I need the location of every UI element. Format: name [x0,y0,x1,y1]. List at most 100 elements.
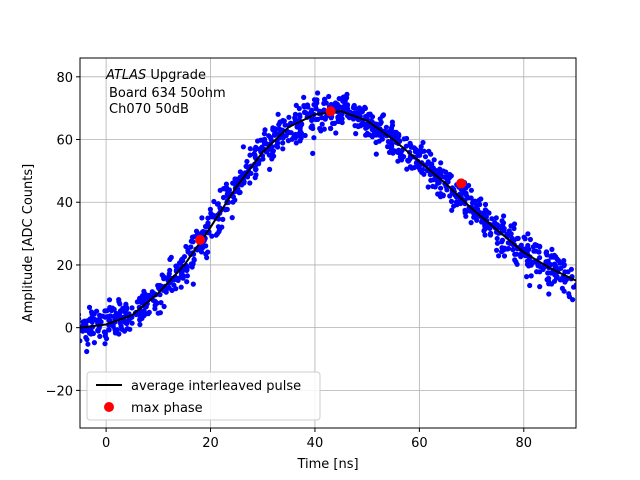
adc-sample-point [561,288,567,294]
adc-sample-point [301,94,307,100]
y-tick-label: 80 [56,71,73,86]
adc-sample-point [207,206,213,212]
adc-sample-point [292,116,298,122]
adc-sample-point [260,156,266,162]
adc-sample-point [253,166,259,172]
adc-sample-point [359,109,365,115]
adc-sample-point [509,235,515,241]
x-axis-label: Time [ns] [296,457,358,472]
adc-sample-point [121,305,127,311]
y-tick-label: 40 [56,196,73,211]
adc-sample-point [87,316,93,322]
adc-sample-point [106,297,113,303]
adc-sample-point [341,99,347,105]
adc-sample-point [261,131,267,137]
adc-sample-point [514,261,520,267]
adc-sample-point [553,275,560,281]
adc-sample-point [158,300,164,306]
legend: average interleaved pulse max phase [86,371,321,421]
adc-sample-point [232,197,238,203]
adc-sample-point [494,240,500,246]
adc-sample-point [546,291,552,297]
annotation-line-3: Ch070 50dB [109,102,189,117]
adc-sample-point [526,246,532,252]
adc-sample-point [570,297,576,303]
adc-sample-point [499,227,505,234]
adc-sample-point [267,134,273,140]
adc-sample-point [104,314,111,320]
adc-sample-point [309,107,315,113]
adc-sample-point [292,111,298,117]
legend-label-max-phase: max phase [131,401,203,416]
adc-sample-point [270,149,276,155]
adc-sample-point [437,166,443,172]
annotation-line-1: ATLAS Upgrade [105,68,206,83]
adc-sample-point [190,281,196,287]
adc-sample-point [281,118,287,124]
adc-sample-point [321,126,327,132]
adc-sample-point [377,120,384,127]
upgrade-label: Upgrade [146,68,206,83]
adc-sample-point [344,103,350,109]
adc-sample-point [555,257,561,263]
adc-sample-point [537,255,543,261]
adc-sample-point [535,263,541,269]
adc-sample-point [537,284,543,290]
adc-sample-point [191,234,197,240]
adc-sample-point [181,254,188,260]
adc-sample-point [420,139,426,146]
adc-sample-point [109,305,116,311]
adc-sample-point [286,114,292,120]
adc-sample-point [239,182,245,188]
adc-sample-point [511,221,518,227]
adc-sample-point [441,174,448,180]
adc-sample-point [205,220,211,226]
adc-sample-point [501,253,508,259]
adc-sample-point [493,215,499,221]
adc-sample-point [98,319,104,325]
adc-sample-point [390,150,396,156]
adc-sample-point [288,130,294,136]
adc-sample-point [431,157,437,163]
y-tick-label: 60 [56,134,73,149]
adc-sample-point [438,191,444,197]
max-phase-point [195,234,206,245]
adc-sample-point [224,192,230,198]
x-tick-label: 20 [202,436,219,451]
adc-sample-point [366,132,373,138]
y-axis-label: Amplitude [ADC Counts] [21,164,36,322]
adc-sample-point [80,338,83,344]
adc-sample-point [499,239,505,245]
adc-sample-point [160,273,167,280]
adc-sample-point [240,144,246,150]
axis-ticks: 0 20 40 60 80 −20 0 20 40 60 80 [46,71,533,451]
adc-sample-point [275,111,281,117]
adc-sample-point [177,260,183,266]
adc-sample-point [447,171,453,178]
adc-sample-point [229,215,235,221]
adc-sample-point [473,205,479,211]
adc-sample-point [403,143,409,149]
adc-sample-point [253,172,259,178]
adc-sample-point [322,97,328,103]
adc-sample-point [189,264,195,270]
adc-sample-point [543,250,549,256]
adc-sample-point [380,112,387,118]
adc-sample-point [157,310,163,316]
adc-sample-point [476,197,482,203]
adc-sample-point [222,207,228,213]
adc-sample-point [303,110,309,116]
adc-sample-point [129,320,135,326]
adc-sample-point [499,249,505,255]
adc-sample-point [203,251,209,257]
adc-sample-point [166,285,172,291]
adc-sample-point [152,302,158,308]
adc-sample-point [404,135,410,142]
adc-sample-point [216,228,222,235]
adc-sample-point [527,236,534,243]
adc-sample-point [367,111,373,117]
adc-sample-point [255,138,261,144]
adc-sample-point [137,321,143,328]
adc-sample-point [471,198,477,204]
x-tick-label: 60 [411,436,428,451]
